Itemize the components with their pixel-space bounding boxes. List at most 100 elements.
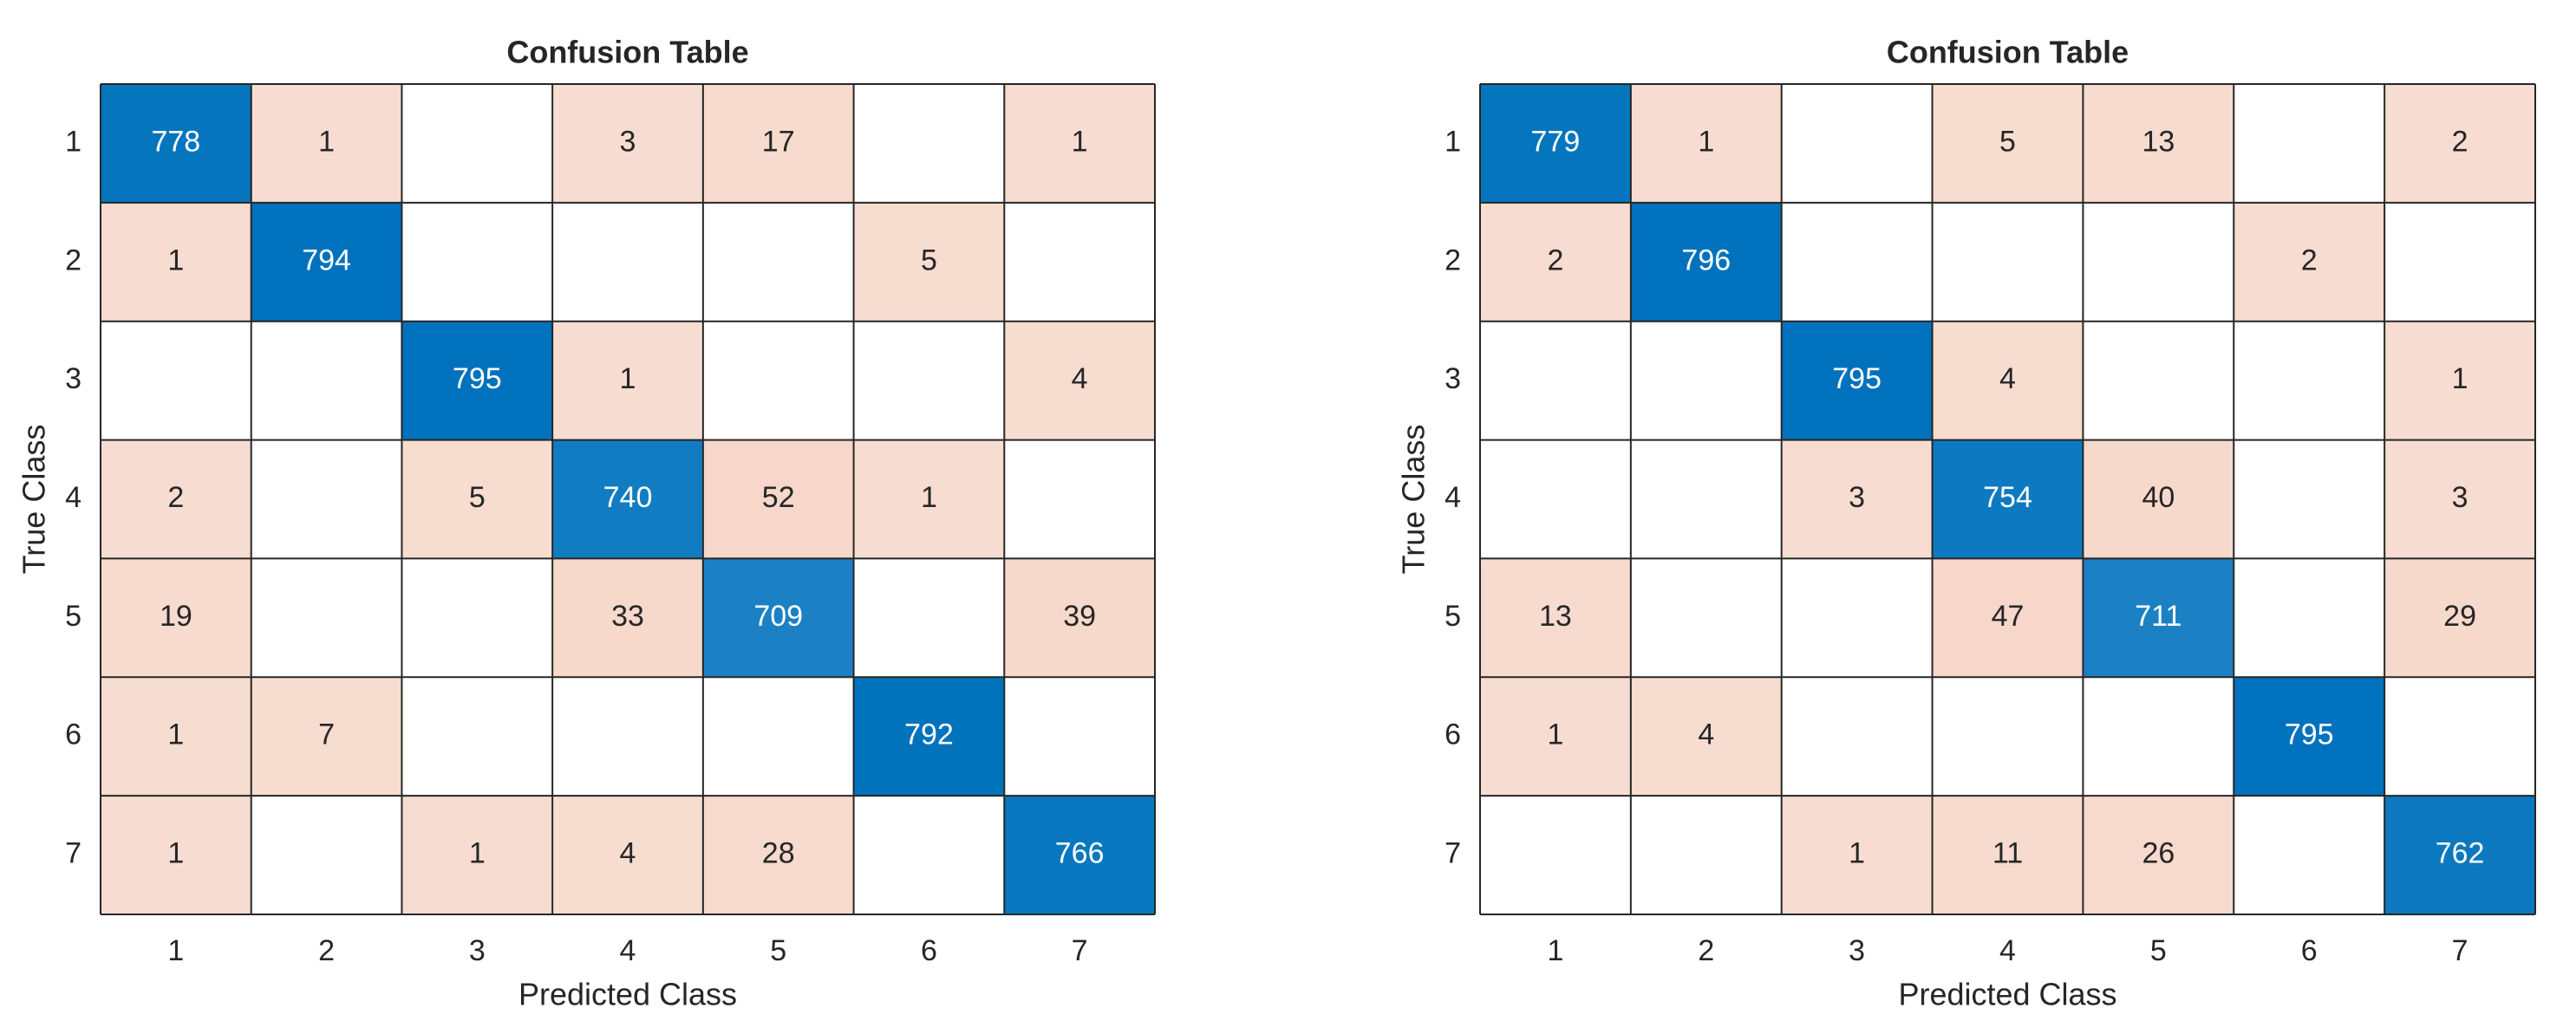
cell-value: 2 <box>2452 125 2468 158</box>
y-tick-label: 6 <box>65 719 82 751</box>
cell-value: 4 <box>1698 719 1714 751</box>
cell <box>2234 202 2385 322</box>
cell <box>1004 558 1155 678</box>
cell <box>1630 84 1782 203</box>
cell-value: 1 <box>167 837 184 870</box>
cell-value: 795 <box>1832 362 1881 395</box>
cell <box>401 321 553 440</box>
cell <box>1004 321 1155 440</box>
x-tick-label: 1 <box>1547 934 1563 967</box>
cell <box>101 558 251 678</box>
cell <box>101 202 251 322</box>
cell-value: 17 <box>762 125 795 158</box>
cell <box>251 677 402 797</box>
cell-value: 779 <box>1531 125 1581 158</box>
y-tick-label: 1 <box>1445 125 1461 158</box>
cell <box>853 677 1005 797</box>
cell-value: 1 <box>318 125 335 158</box>
chart-title: Confusion Table <box>506 35 748 70</box>
cell-value: 4 <box>1072 362 1088 395</box>
cell-value: 792 <box>904 719 954 751</box>
cell <box>702 84 854 203</box>
cell-value: 711 <box>2135 600 2181 633</box>
x-axis-label: Predicted Class <box>1898 977 2116 1012</box>
x-tick-label: 3 <box>469 934 486 967</box>
cell-value: 1 <box>167 244 184 276</box>
cell <box>702 558 854 678</box>
cell-value: 754 <box>1983 481 2032 514</box>
x-tick-label: 5 <box>770 934 786 967</box>
cell-value: 709 <box>753 600 803 633</box>
cell <box>2384 439 2535 559</box>
cell-value: 28 <box>762 837 795 870</box>
y-axis-label: True Class <box>1396 425 1431 575</box>
cell <box>1630 677 1782 797</box>
cell-value: 1 <box>620 362 636 395</box>
cell <box>1480 202 1631 322</box>
cell <box>853 439 1005 559</box>
cell-value: 1 <box>1547 719 1563 751</box>
cell <box>2384 558 2535 678</box>
x-tick-label: 4 <box>1999 934 2016 967</box>
cell-value: 19 <box>160 600 192 633</box>
cell <box>1781 796 1933 914</box>
cell <box>702 439 854 559</box>
cell-value: 2 <box>2301 244 2318 276</box>
cell <box>552 558 703 678</box>
cell-value: 796 <box>1681 244 1731 276</box>
y-tick-label: 5 <box>65 600 82 633</box>
y-tick-label: 7 <box>65 837 82 870</box>
cell-value: 1 <box>1072 125 1088 158</box>
cell-value: 13 <box>2142 125 2175 158</box>
cell-value: 3 <box>2452 481 2468 514</box>
cell <box>101 439 251 559</box>
cell-value: 1 <box>469 837 486 870</box>
y-tick-label: 5 <box>1445 600 1461 633</box>
cell <box>1932 439 2084 559</box>
cell <box>2083 84 2234 203</box>
cell <box>2083 558 2234 678</box>
cell-value: 1 <box>921 481 937 514</box>
y-tick-label: 4 <box>65 481 82 514</box>
cell-value: 33 <box>611 600 644 633</box>
cell-value: 13 <box>1539 600 1572 633</box>
y-tick-label: 2 <box>1445 244 1461 276</box>
cell-value: 795 <box>453 362 502 395</box>
y-tick-label: 3 <box>1445 362 1461 395</box>
cell <box>2083 796 2234 914</box>
x-tick-label: 5 <box>2150 934 2167 967</box>
cell-value: 29 <box>2443 600 2476 633</box>
cell <box>2083 439 2234 559</box>
cell-value: 1 <box>1849 837 1865 870</box>
cell-value: 762 <box>2436 837 2485 870</box>
cell <box>1480 558 1631 678</box>
cell <box>702 796 854 914</box>
cell <box>2384 796 2535 914</box>
cell-value: 1 <box>1698 125 1714 158</box>
cell <box>1781 439 1933 559</box>
cell <box>552 439 703 559</box>
cell-value: 4 <box>620 837 636 870</box>
cell <box>251 84 402 203</box>
chart-title: Confusion Table <box>1887 35 2129 70</box>
cell-value: 11 <box>1992 837 2023 870</box>
cell <box>1480 84 1631 203</box>
cell-value: 778 <box>151 125 200 158</box>
cell <box>853 202 1005 322</box>
cell-value: 766 <box>1055 837 1105 870</box>
cell <box>101 796 251 914</box>
cell <box>552 796 703 914</box>
cell <box>1932 796 2084 914</box>
x-tick-label: 2 <box>1698 934 1714 967</box>
y-tick-label: 3 <box>65 362 82 395</box>
x-tick-label: 7 <box>2452 934 2468 967</box>
cell <box>101 84 251 203</box>
y-tick-label: 6 <box>1445 719 1461 751</box>
cell-value: 1 <box>2452 362 2468 395</box>
cell <box>1932 558 2084 678</box>
cell-value: 3 <box>620 125 636 158</box>
cell <box>1932 84 2084 203</box>
x-tick-label: 4 <box>620 934 636 967</box>
cell-value: 47 <box>1992 600 2025 633</box>
cell-value: 794 <box>302 244 351 276</box>
